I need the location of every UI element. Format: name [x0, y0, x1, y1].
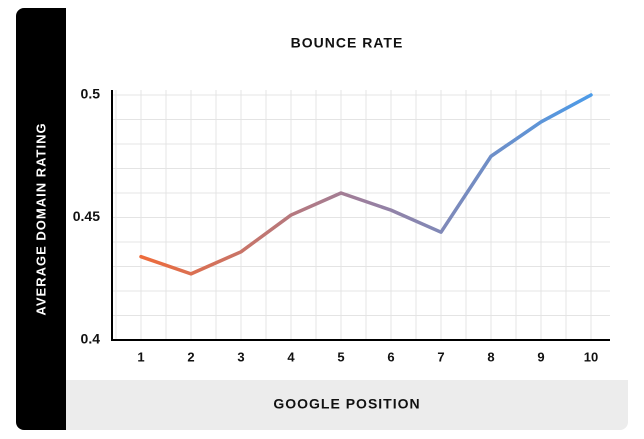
x-axis-label: GOOGLE POSITION — [273, 396, 420, 412]
y-tick-label: 0.4 — [81, 331, 101, 347]
x-tick-label: 9 — [537, 349, 544, 364]
x-label-band — [66, 380, 628, 430]
card — [16, 8, 628, 430]
x-tick-label: 7 — [437, 349, 444, 364]
y-tick-label: 0.45 — [73, 208, 100, 224]
plot: 0.4 0.45 0.5 1 2 3 4 5 6 7 8 9 10 — [73, 86, 610, 364]
x-tick-label: 8 — [487, 349, 494, 364]
y-tick-label: 0.5 — [81, 86, 101, 102]
x-tick-label: 2 — [187, 349, 194, 364]
x-tick-label: 5 — [337, 349, 344, 364]
x-tick-label: 10 — [584, 349, 598, 364]
x-tick-label: 4 — [287, 349, 295, 364]
y-axis-label: AVERAGE DOMAIN RATING — [33, 122, 48, 315]
x-tick-label: 6 — [387, 349, 394, 364]
x-tick-label: 3 — [237, 349, 244, 364]
card-bg — [16, 8, 628, 430]
x-tick-label: 1 — [137, 349, 144, 364]
chart-title: BOUNCE RATE — [291, 35, 404, 51]
line — [139, 93, 593, 276]
y-label-band — [16, 8, 66, 430]
